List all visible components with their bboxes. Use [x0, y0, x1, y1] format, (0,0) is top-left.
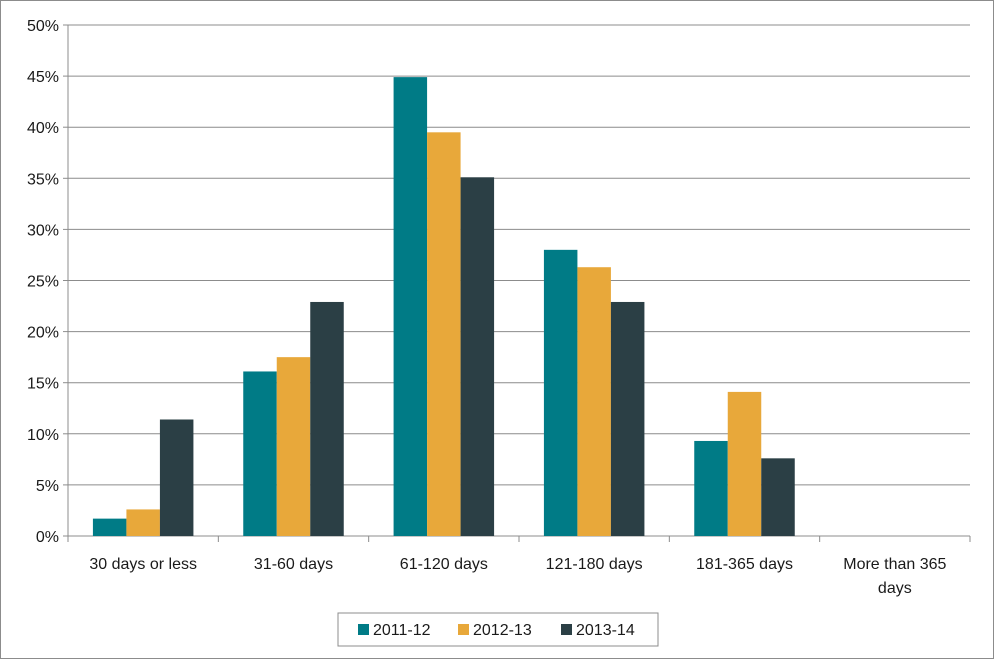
y-tick-label: 5% — [36, 478, 59, 495]
x-category-label: 181-365 days — [696, 556, 793, 573]
gridlines — [68, 24, 970, 486]
y-tick-label: 30% — [27, 222, 59, 239]
legend: 2011-12 2012-13 2013-14 — [337, 612, 659, 647]
bar-2011-12-1 — [243, 371, 277, 536]
bar-2012-13-4 — [727, 391, 762, 536]
y-tick-label: 0% — [36, 529, 59, 546]
legend-box — [337, 612, 659, 647]
x-category-label: 61-120 days — [400, 556, 488, 573]
x-category-label: 31-60 days — [254, 556, 333, 573]
bar-2013-14-4 — [761, 458, 795, 536]
legend-swatch — [561, 624, 572, 635]
bar-2012-13-0 — [126, 509, 160, 536]
bars — [92, 77, 795, 536]
legend-swatch — [358, 624, 369, 635]
legend-label: 2013-14 — [576, 622, 635, 639]
bar-2013-14-0 — [159, 419, 194, 536]
legend-swatch — [458, 624, 469, 635]
x-category-label: More than 365 — [843, 556, 946, 573]
bar-2013-14-2 — [460, 177, 495, 536]
bar-2012-13-2 — [427, 132, 461, 536]
legend-label: 2011-12 — [373, 622, 431, 639]
axes — [63, 24, 971, 542]
y-tick-label: 20% — [27, 325, 59, 342]
bar-2011-12-4 — [694, 440, 728, 536]
y-tick-label: 35% — [27, 171, 59, 188]
axis-labels: 0% 5% 10% 15% 20% 25% 30% 35% 40% 45% 50% 30 days o… — [27, 18, 947, 597]
x-category-label: 30 days or less — [89, 556, 197, 573]
bar-2011-12-2 — [393, 77, 428, 536]
bar-2011-12-3 — [543, 249, 578, 536]
y-tick-label: 10% — [27, 427, 59, 444]
x-category-label: 121-180 days — [546, 556, 643, 573]
y-tick-label: 45% — [27, 69, 59, 86]
bar-2012-13-1 — [276, 357, 311, 536]
bar-2013-14-3 — [610, 301, 645, 536]
bar-2011-12-0 — [92, 518, 127, 536]
bar-2012-13-3 — [577, 267, 611, 536]
x-category-label: days — [878, 580, 912, 597]
bar-2013-14-1 — [310, 301, 344, 536]
y-tick-label: 15% — [27, 376, 59, 393]
y-tick-label: 40% — [27, 120, 59, 137]
y-tick-label: 25% — [27, 274, 59, 291]
legend-label: 2012-13 — [473, 622, 532, 639]
y-tick-label: 50% — [27, 18, 59, 35]
